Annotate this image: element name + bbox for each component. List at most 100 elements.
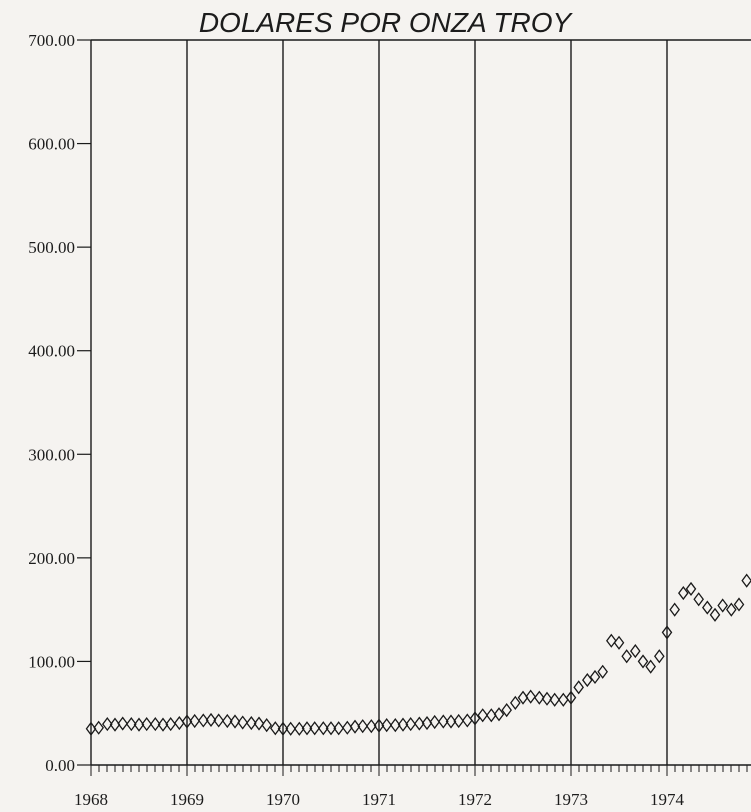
data-point-diamond <box>429 714 440 730</box>
data-point-diamond <box>565 690 577 705</box>
data-point-diamond <box>237 715 248 730</box>
data-point-diamond <box>453 713 464 729</box>
data-point-diamond <box>165 717 176 732</box>
data-point-diamond <box>558 692 569 707</box>
data-point-diamond <box>678 585 689 601</box>
data-point-diamond <box>486 708 497 723</box>
data-point-diamond <box>349 719 361 734</box>
data-point-diamond <box>621 649 632 664</box>
data-point-diamond <box>213 713 224 728</box>
data-point-diamond <box>325 721 337 736</box>
data-point-diamond <box>726 602 737 617</box>
data-point-diamond <box>301 721 313 736</box>
data-point-diamond <box>181 714 193 729</box>
data-point-diamond <box>534 690 545 705</box>
data-point-diamond <box>637 654 649 669</box>
data-point-diamond <box>613 635 625 650</box>
y-tick-label: 400.00 <box>28 342 75 361</box>
data-point-diamond <box>414 716 425 731</box>
data-point-diamond <box>741 573 751 588</box>
data-point-diamond <box>157 717 169 732</box>
data-point-diamond <box>438 714 449 729</box>
data-point-diamond <box>421 715 433 731</box>
x-tick-label: 1974 <box>650 790 685 809</box>
x-tick-label: 1968 <box>74 790 108 809</box>
data-point-diamond <box>333 721 344 736</box>
data-point-diamond <box>405 717 416 732</box>
data-point-diamond <box>693 592 704 607</box>
data-point-diamond <box>109 717 121 732</box>
data-point-diamond <box>93 720 104 735</box>
data-point-diamond <box>510 695 521 710</box>
data-point-diamond <box>133 717 145 732</box>
data-point-diamond <box>141 717 152 732</box>
plot-frame <box>90 39 751 766</box>
x-tick-label: 1972 <box>458 790 492 809</box>
data-point-diamond <box>117 716 128 731</box>
data-point-diamond <box>702 600 713 615</box>
data-point-diamond <box>150 717 161 732</box>
data-point-diamond <box>606 633 617 648</box>
data-point-diamond <box>102 717 113 732</box>
x-axis: 1968 1969 1970 1971 1972 1973 1974 <box>74 765 748 809</box>
data-point-diamond <box>525 689 536 704</box>
data-point-diamond <box>501 703 512 718</box>
chart-title: DOLARES POR ONZA TROY <box>199 7 574 38</box>
data-point-diamond <box>717 598 728 613</box>
data-point-diamond <box>229 714 241 729</box>
data-point-diamond <box>685 581 697 597</box>
data-point-diamond <box>277 721 289 736</box>
x-tick-label: 1973 <box>554 790 588 809</box>
data-point-diamond <box>462 713 473 728</box>
data-point-diamond <box>573 680 584 695</box>
data-point-diamond <box>541 691 553 706</box>
data-points <box>85 573 751 736</box>
y-tick-label: 700.00 <box>28 31 75 50</box>
data-point-diamond <box>246 715 257 731</box>
data-point-diamond <box>493 707 505 722</box>
data-point-diamond <box>270 721 281 736</box>
data-point-diamond <box>469 711 481 726</box>
data-point-diamond <box>630 643 641 659</box>
y-tick-label: 200.00 <box>28 549 75 568</box>
x-tick-label: 1971 <box>362 790 396 809</box>
data-point-diamond <box>309 721 320 736</box>
data-point-diamond <box>733 597 745 612</box>
data-point-diamond <box>582 672 593 688</box>
y-axis: 0.00 100.00 200.00 300.00 400.00 500.00 600.00… <box>28 31 91 775</box>
data-point-diamond <box>445 714 457 729</box>
y-tick-label: 600.00 <box>28 135 75 154</box>
data-point-diamond <box>366 719 377 734</box>
data-point-diamond <box>318 721 329 736</box>
y-tick-label: 0.00 <box>45 756 75 775</box>
data-point-diamond <box>261 718 272 733</box>
data-point-diamond <box>397 717 409 732</box>
x-tick-label: 1969 <box>170 790 204 809</box>
data-point-diamond <box>189 713 200 729</box>
x-tick-label: 1970 <box>266 790 300 809</box>
data-point-diamond <box>669 602 680 617</box>
data-point-diamond <box>381 718 392 733</box>
y-tick-label: 500.00 <box>28 238 75 257</box>
y-tick-label: 100.00 <box>28 652 75 671</box>
data-point-diamond <box>174 715 185 731</box>
data-point-diamond <box>253 716 265 731</box>
data-point-diamond <box>390 718 401 733</box>
data-point-diamond <box>373 718 385 733</box>
data-point-diamond <box>661 625 673 640</box>
data-point-diamond <box>589 669 601 685</box>
year-gridlines <box>186 40 668 765</box>
data-point-diamond <box>294 721 305 736</box>
data-point-diamond <box>85 721 97 736</box>
data-point-diamond <box>477 708 488 723</box>
y-tick-label: 300.00 <box>28 445 75 464</box>
data-point-diamond <box>198 713 209 728</box>
data-point-diamond <box>645 659 656 674</box>
data-point-diamond <box>222 713 233 729</box>
data-point-diamond <box>549 692 560 707</box>
data-point-diamond <box>709 607 721 622</box>
data-point-diamond <box>597 664 608 679</box>
data-point-diamond <box>357 719 368 734</box>
